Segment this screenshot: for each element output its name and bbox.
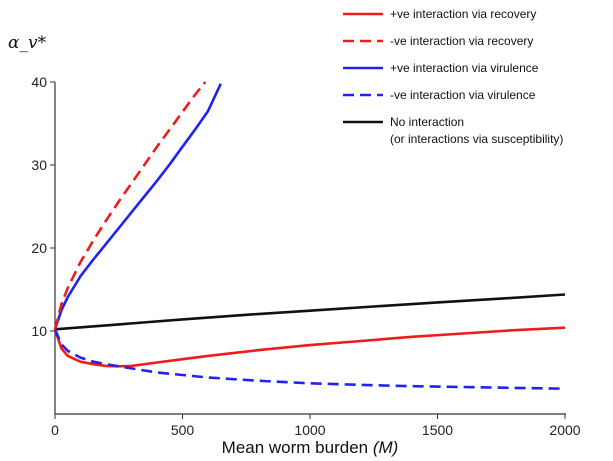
legend: +ve interaction via recovery -ve interact… [343,7,563,146]
series-line-2 [53,83,222,330]
series-line-3 [53,328,566,390]
tick-labels: 0 500 1000 1500 2000 10 20 30 40 [31,74,580,438]
x-tick-label: 1000 [294,422,325,438]
tick-marks [50,81,566,419]
series-line-4 [54,293,566,331]
series-line-0 [53,326,566,368]
legend-label-4: No interaction [390,115,464,129]
legend-label-4-line2: (or interactions via susceptibility) [390,132,563,146]
y-tick-label: 20 [31,240,47,256]
y-tick-label: 10 [31,323,47,339]
y-tick-label: 30 [31,157,47,173]
x-axis-label-variable: (M) [373,438,398,457]
x-axis-label: Mean worm burden (M) [222,438,399,457]
x-tick-label: 1500 [422,422,453,438]
legend-label-1: -ve interaction via recovery [390,34,533,48]
legend-label-3: -ve interaction via virulence [390,88,536,102]
y-axis-label: α_v* [8,33,47,53]
y-tick-label: 40 [31,74,47,90]
series-lines [53,81,566,390]
legend-label-2: +ve interaction via virulence [390,61,539,75]
x-tick-label: 0 [51,422,59,438]
series-line-1 [53,81,207,330]
x-tick-label: 500 [171,422,195,438]
legend-label-0: +ve interaction via recovery [390,7,536,21]
x-tick-label: 2000 [549,422,580,438]
x-axis-label-text: Mean worm burden [222,438,373,457]
